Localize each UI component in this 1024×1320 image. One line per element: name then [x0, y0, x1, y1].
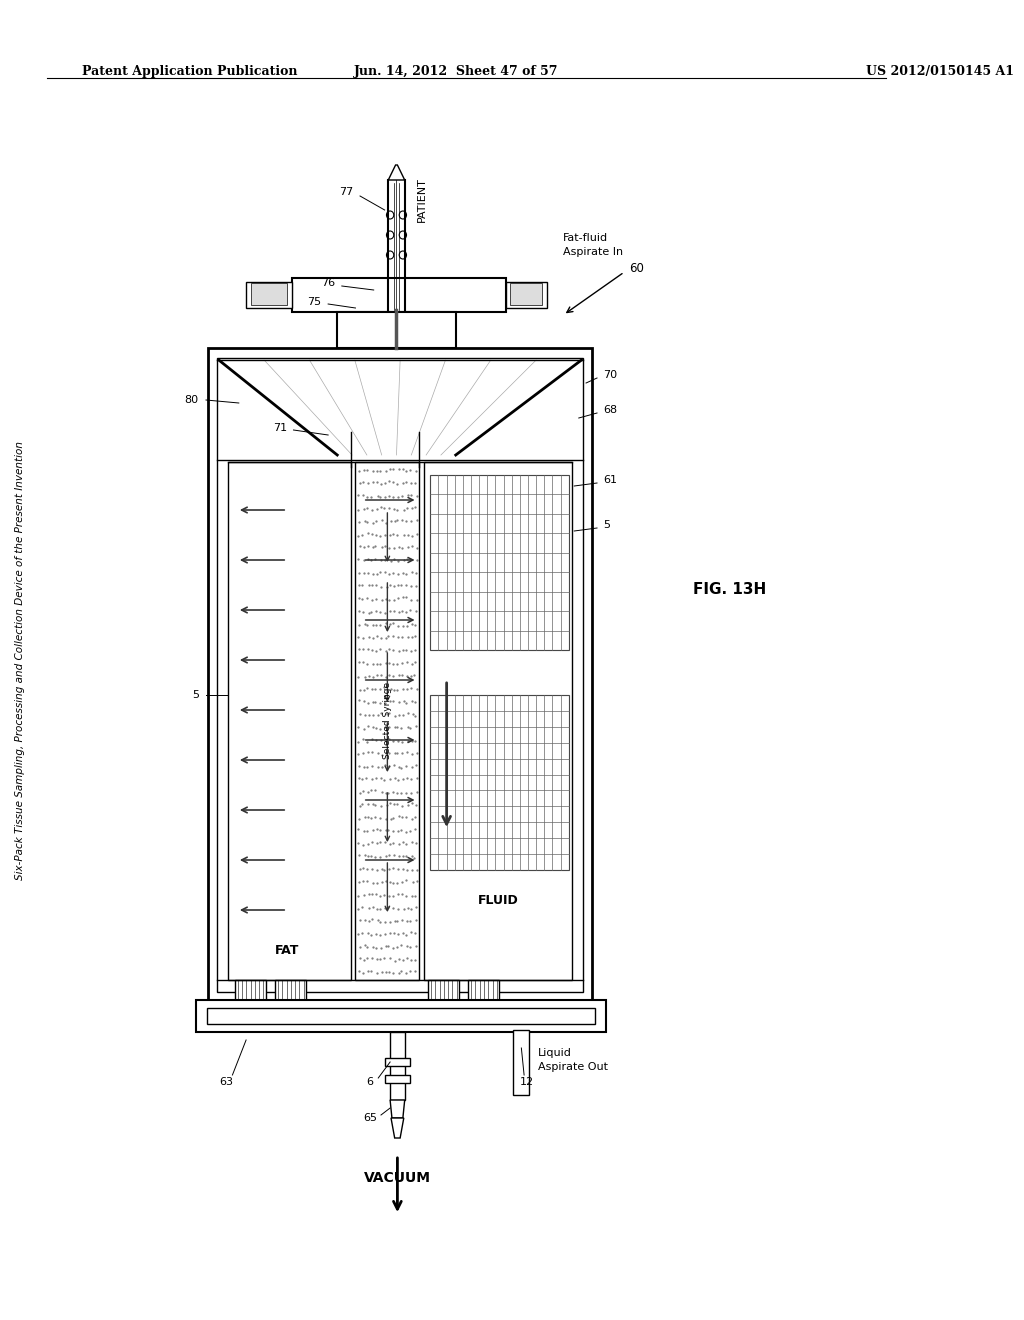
Bar [510, 282, 543, 305]
Text: Patent Application Publication: Patent Application Publication [82, 65, 298, 78]
Bar [236, 979, 266, 1001]
Bar [428, 979, 460, 1001]
Polygon shape [390, 1100, 404, 1118]
Bar [246, 282, 292, 308]
Text: 80: 80 [184, 395, 199, 405]
Text: 70: 70 [603, 370, 617, 380]
Text: 76: 76 [322, 279, 336, 288]
Bar [513, 1030, 528, 1096]
Text: FLUID: FLUID [478, 894, 519, 907]
Bar [424, 462, 572, 979]
Text: 60: 60 [629, 261, 644, 275]
Text: 63: 63 [219, 1077, 233, 1086]
Text: Fat-fluid
Aspirate In: Fat-fluid Aspirate In [563, 234, 624, 257]
Bar [385, 1074, 411, 1082]
Bar [430, 475, 568, 649]
Text: Selected Syringe: Selected Syringe [383, 681, 392, 759]
Bar [196, 1001, 606, 1032]
Text: 75: 75 [307, 297, 321, 308]
Bar [228, 462, 351, 979]
Text: 68: 68 [603, 405, 617, 414]
Text: Liquid
Aspirate Out: Liquid Aspirate Out [538, 1048, 608, 1072]
Text: 5: 5 [603, 520, 610, 531]
Text: 6: 6 [367, 1077, 374, 1086]
Bar [390, 1032, 404, 1100]
Text: FIG. 13H: FIG. 13H [692, 582, 766, 598]
Text: 71: 71 [273, 422, 287, 433]
Text: 65: 65 [364, 1113, 377, 1123]
Text: 12: 12 [520, 1077, 534, 1086]
Bar [217, 358, 584, 993]
Text: VACUUM: VACUUM [364, 1171, 431, 1185]
Bar [506, 282, 547, 308]
Text: 5: 5 [191, 690, 199, 700]
Bar [337, 312, 456, 348]
Text: Jun. 14, 2012  Sheet 47 of 57: Jun. 14, 2012 Sheet 47 of 57 [353, 65, 558, 78]
Bar [385, 1059, 411, 1067]
Bar [207, 1008, 595, 1024]
Bar [292, 279, 506, 312]
Text: US 2012/0150145 A1: US 2012/0150145 A1 [866, 65, 1014, 78]
Text: FAT: FAT [274, 944, 299, 957]
Text: Six-Pack Tissue Sampling, Processing and Collection Device of the Present Invent: Six-Pack Tissue Sampling, Processing and… [15, 441, 25, 879]
Bar [430, 696, 568, 870]
Bar [208, 348, 593, 1001]
Text: 77: 77 [339, 187, 353, 197]
Bar [355, 462, 419, 979]
Bar [469, 979, 500, 1001]
Text: 61: 61 [603, 475, 617, 484]
Polygon shape [388, 165, 404, 180]
Bar [251, 282, 287, 305]
Polygon shape [391, 1118, 403, 1138]
Bar [275, 979, 306, 1001]
Text: PATIENT: PATIENT [417, 178, 427, 223]
